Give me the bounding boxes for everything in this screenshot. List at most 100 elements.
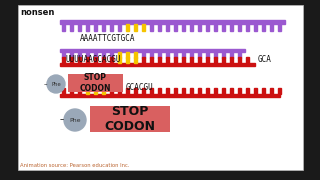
Bar bbox=[94, 24, 97, 31]
Bar bbox=[94, 57, 97, 63]
Bar bbox=[190, 88, 193, 94]
Bar bbox=[270, 88, 273, 94]
Bar bbox=[110, 57, 113, 63]
Text: Phe: Phe bbox=[51, 82, 61, 87]
Bar bbox=[174, 88, 177, 94]
Bar bbox=[86, 57, 89, 63]
Bar bbox=[126, 88, 129, 94]
Bar bbox=[150, 24, 153, 31]
Bar bbox=[158, 52, 161, 58]
Bar bbox=[278, 24, 281, 31]
Text: nonsen: nonsen bbox=[20, 8, 54, 17]
Bar bbox=[126, 57, 129, 63]
Bar bbox=[174, 57, 177, 63]
Bar bbox=[86, 88, 89, 94]
Bar bbox=[110, 88, 113, 94]
Bar bbox=[230, 88, 233, 94]
Bar bbox=[102, 88, 105, 94]
Bar bbox=[134, 24, 137, 31]
Bar bbox=[206, 88, 209, 94]
Bar bbox=[142, 52, 145, 58]
Bar bbox=[198, 52, 201, 58]
Bar bbox=[60, 94, 280, 97]
Bar bbox=[262, 24, 265, 31]
Bar bbox=[70, 24, 73, 31]
Bar bbox=[126, 24, 129, 31]
Bar bbox=[60, 63, 255, 66]
Bar bbox=[206, 24, 209, 31]
Bar bbox=[198, 88, 201, 94]
Bar bbox=[222, 24, 225, 31]
Bar bbox=[118, 88, 121, 94]
Bar bbox=[174, 52, 177, 58]
Text: GCACGU: GCACGU bbox=[126, 83, 154, 92]
Bar bbox=[206, 57, 209, 63]
Bar bbox=[78, 57, 81, 63]
Bar bbox=[158, 57, 161, 63]
Bar bbox=[70, 52, 73, 58]
Bar bbox=[86, 24, 89, 31]
Bar bbox=[214, 52, 217, 58]
Bar bbox=[110, 24, 113, 31]
Bar bbox=[102, 52, 105, 58]
Bar bbox=[254, 88, 257, 94]
Text: –: – bbox=[44, 81, 47, 87]
Circle shape bbox=[47, 75, 65, 93]
Bar bbox=[246, 57, 249, 63]
Bar bbox=[214, 57, 217, 63]
Bar bbox=[206, 52, 209, 58]
Bar bbox=[142, 57, 145, 63]
Bar bbox=[238, 24, 241, 31]
Bar bbox=[214, 24, 217, 31]
Bar bbox=[182, 88, 185, 94]
Bar bbox=[198, 24, 201, 31]
Bar bbox=[70, 57, 73, 63]
Bar bbox=[110, 52, 113, 58]
Bar bbox=[60, 20, 285, 24]
Text: UUUUAAGCACGU: UUUUAAGCACGU bbox=[65, 55, 121, 64]
Bar bbox=[62, 24, 65, 31]
Bar bbox=[142, 24, 145, 31]
Bar bbox=[190, 24, 193, 31]
Bar bbox=[198, 57, 201, 63]
Bar bbox=[118, 57, 121, 63]
Bar bbox=[62, 88, 65, 94]
Text: AAAATTCGTGCA: AAAATTCGTGCA bbox=[80, 34, 135, 43]
Bar bbox=[158, 88, 161, 94]
Bar bbox=[238, 57, 241, 63]
Bar bbox=[60, 49, 245, 52]
Bar bbox=[86, 52, 89, 58]
Bar bbox=[166, 57, 169, 63]
Bar bbox=[222, 57, 225, 63]
Bar bbox=[150, 88, 153, 94]
Bar bbox=[94, 52, 97, 58]
Bar bbox=[222, 52, 225, 58]
Bar bbox=[270, 24, 273, 31]
Text: STOP
CODON: STOP CODON bbox=[80, 73, 111, 93]
Bar bbox=[118, 24, 121, 31]
Bar bbox=[68, 74, 123, 92]
Circle shape bbox=[64, 109, 86, 131]
Bar bbox=[78, 52, 81, 58]
Text: Phe: Phe bbox=[69, 118, 81, 123]
Bar bbox=[90, 106, 170, 132]
Bar bbox=[150, 57, 153, 63]
Bar bbox=[158, 24, 161, 31]
Bar bbox=[102, 24, 105, 31]
Bar bbox=[78, 24, 81, 31]
Bar bbox=[118, 52, 121, 58]
Bar bbox=[246, 24, 249, 31]
Bar bbox=[182, 24, 185, 31]
Bar bbox=[214, 88, 217, 94]
Bar bbox=[166, 52, 169, 58]
Bar bbox=[278, 88, 281, 94]
Text: GCA: GCA bbox=[258, 55, 272, 64]
Bar bbox=[134, 88, 137, 94]
Bar bbox=[166, 88, 169, 94]
Text: STOP
CODON: STOP CODON bbox=[105, 105, 156, 133]
Bar bbox=[222, 88, 225, 94]
Bar bbox=[70, 88, 73, 94]
Bar bbox=[182, 57, 185, 63]
Text: Animation source: Pearson education Inc.: Animation source: Pearson education Inc. bbox=[20, 163, 130, 168]
Bar bbox=[230, 57, 233, 63]
